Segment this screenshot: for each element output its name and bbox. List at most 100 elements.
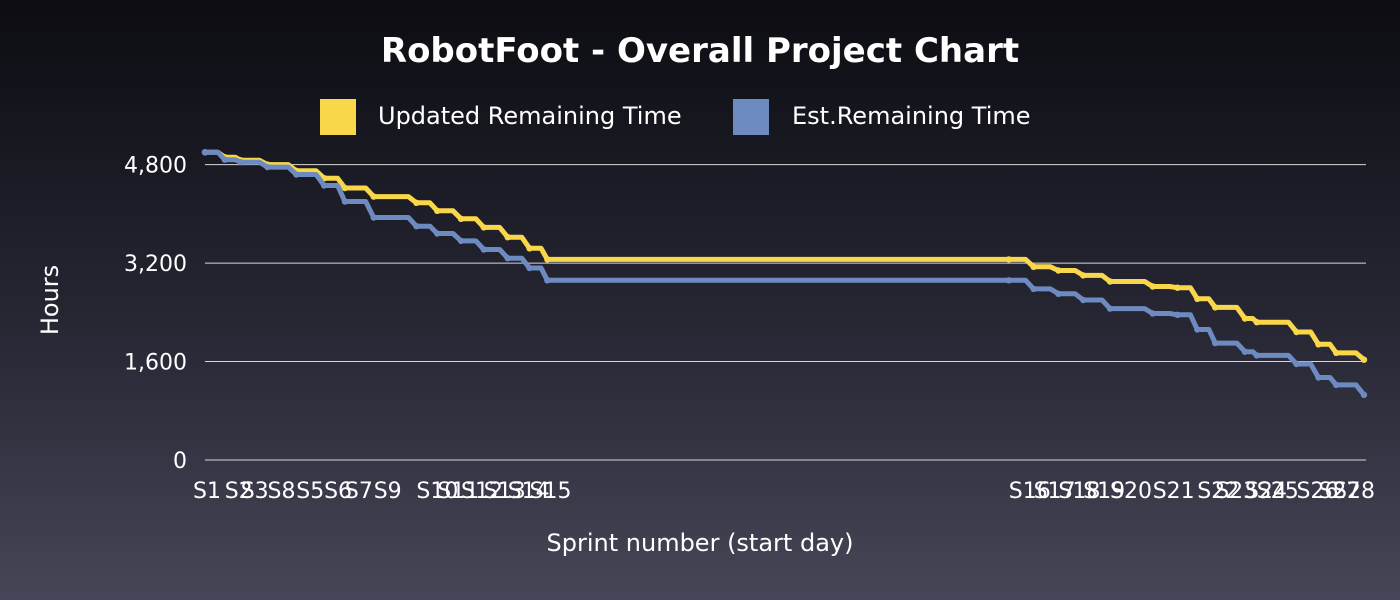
data-point xyxy=(1315,374,1322,381)
data-point xyxy=(1005,256,1012,263)
data-point xyxy=(370,214,377,221)
data-point xyxy=(544,277,551,284)
series-lines xyxy=(201,149,1368,398)
data-point xyxy=(413,199,420,206)
y-tick-label: 1,600 xyxy=(124,351,187,376)
data-point xyxy=(264,163,271,171)
data-point xyxy=(1194,326,1201,333)
x-tick-label: S5 xyxy=(296,479,324,504)
legend-swatch-estimated xyxy=(733,99,769,135)
data-point xyxy=(504,234,511,241)
y-tick-labels: 0 1,600 3,200 4,800 xyxy=(124,154,187,474)
data-point xyxy=(1055,290,1062,297)
y-tick-label: 3,200 xyxy=(124,252,187,277)
series-line-0 xyxy=(202,149,1367,363)
data-point xyxy=(237,159,244,166)
x-tick-label: S23 xyxy=(1215,479,1257,504)
data-point xyxy=(1055,267,1062,274)
data-point xyxy=(1005,277,1012,284)
data-point xyxy=(1241,315,1249,322)
data-point xyxy=(1253,352,1261,359)
x-tick-label: S20 xyxy=(1110,479,1152,504)
data-point xyxy=(1080,272,1087,279)
x-axis-label: Sprint number (start day) xyxy=(547,529,854,557)
data-point xyxy=(480,246,487,253)
data-point xyxy=(1149,283,1156,290)
x-tick-label: S14 xyxy=(508,479,550,504)
data-point xyxy=(1174,311,1181,318)
legend: Updated Remaining Time Est.Remaining Tim… xyxy=(320,99,1031,135)
gridlines xyxy=(205,164,1366,461)
x-tick-label: S21 xyxy=(1153,479,1195,504)
data-point xyxy=(434,207,441,214)
x-tick-label: S1 xyxy=(193,479,221,504)
x-tick-label: S12 xyxy=(461,479,503,504)
data-point xyxy=(457,215,465,222)
x-tick-label: S13 xyxy=(484,479,526,504)
data-point xyxy=(221,156,228,163)
data-point xyxy=(1212,304,1219,311)
x-tick-label: S27 xyxy=(1318,479,1360,504)
data-point xyxy=(1333,349,1340,357)
data-point xyxy=(370,193,377,200)
data-point xyxy=(201,149,209,156)
data-point xyxy=(1106,278,1114,285)
x-tick-label: S2 xyxy=(225,479,253,504)
x-tick-label: S15 xyxy=(530,479,572,504)
x-tick-label: S19 xyxy=(1083,479,1125,504)
x-tick-label: S25 xyxy=(1257,479,1299,504)
x-tick-label: S6 xyxy=(324,479,352,504)
x-tick-label: S3 xyxy=(241,479,269,504)
data-point xyxy=(1174,284,1181,291)
data-point xyxy=(1030,285,1037,293)
data-point xyxy=(457,237,465,245)
y-tick-label: 0 xyxy=(173,449,187,474)
data-point xyxy=(526,245,533,252)
x-tick-label: S17 xyxy=(1034,479,1076,504)
data-point xyxy=(480,224,487,231)
data-point xyxy=(434,230,441,237)
legend-swatch-updated xyxy=(320,99,356,135)
data-point xyxy=(1360,356,1368,363)
y-tick-label: 4,800 xyxy=(124,154,187,179)
data-point xyxy=(1253,319,1261,326)
data-point xyxy=(1293,360,1300,368)
x-tick-label: S7 xyxy=(345,479,373,504)
x-tick-label: S16 xyxy=(1009,479,1051,504)
data-point xyxy=(1293,328,1300,336)
x-tick-label: S11 xyxy=(437,479,479,504)
x-tick-label: S8 xyxy=(268,479,296,504)
x-tick-label: S24 xyxy=(1245,479,1287,504)
data-point xyxy=(341,198,349,205)
x-tick-label: S22 xyxy=(1197,479,1239,504)
data-point xyxy=(504,255,511,262)
data-point xyxy=(1241,348,1249,355)
data-point xyxy=(320,182,328,189)
data-point xyxy=(293,171,300,178)
data-point xyxy=(1333,381,1340,389)
chart-title: RobotFoot - Overall Project Chart xyxy=(381,31,1019,71)
x-tick-label: S28 xyxy=(1333,479,1375,504)
data-point xyxy=(1149,310,1156,317)
legend-label-estimated: Est.Remaining Time xyxy=(792,102,1031,130)
data-point xyxy=(1194,295,1201,302)
data-point xyxy=(526,264,533,272)
data-point xyxy=(1212,339,1219,347)
data-point xyxy=(1360,391,1368,398)
data-point xyxy=(1030,263,1037,270)
legend-label-updated: Updated Remaining Time xyxy=(378,102,682,130)
x-tick-label: S18 xyxy=(1058,479,1100,504)
data-point xyxy=(544,256,551,263)
series-line-1 xyxy=(202,149,1367,398)
x-tick-label: S9 xyxy=(374,479,402,504)
data-point xyxy=(1315,341,1322,348)
data-point xyxy=(413,223,420,230)
x-tick-label: S10 xyxy=(416,479,458,504)
x-tick-label: S26 xyxy=(1297,479,1339,504)
data-point xyxy=(341,184,349,192)
data-point xyxy=(1106,305,1114,312)
y-axis-label: Hours xyxy=(36,265,64,335)
data-point xyxy=(1080,296,1087,304)
